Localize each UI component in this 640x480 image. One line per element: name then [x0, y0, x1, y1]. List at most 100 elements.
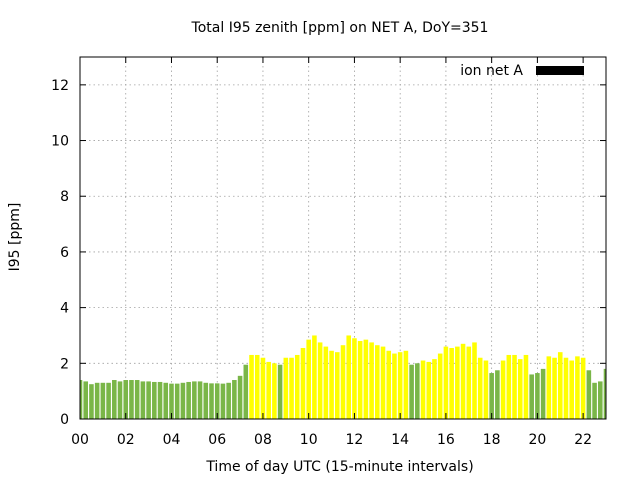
bar: [603, 368, 606, 419]
bar: [186, 381, 191, 419]
x-tick-label: 14: [391, 432, 409, 448]
bar: [552, 357, 557, 419]
bar: [237, 375, 243, 419]
y-tick-label: 4: [60, 301, 69, 317]
bar: [146, 381, 151, 419]
bar: [197, 381, 203, 419]
x-tick-label: 12: [346, 432, 364, 448]
bar: [363, 339, 369, 419]
chart-title: Total I95 zenith [ppm] on NET A, DoY=351: [191, 20, 489, 36]
bar: [123, 380, 129, 419]
bar: [455, 346, 460, 419]
bar: [346, 335, 352, 419]
bar: [117, 381, 123, 419]
bar: [334, 352, 340, 419]
bar: [380, 346, 386, 419]
bar: [415, 363, 420, 419]
bar: [357, 341, 363, 419]
bar: [169, 383, 174, 419]
bar: [426, 361, 432, 419]
bar: [352, 338, 357, 419]
bar: [580, 357, 586, 419]
bar: [569, 360, 574, 419]
bar: [386, 350, 392, 419]
bar: [243, 364, 249, 419]
bar: [340, 345, 346, 419]
bar: [597, 381, 603, 419]
x-tick-label: 02: [117, 432, 135, 448]
y-tick-label: 6: [60, 245, 69, 261]
bar: [495, 370, 500, 419]
bar: [203, 382, 209, 419]
bar: [163, 382, 169, 419]
y-tick-label: 2: [60, 356, 69, 372]
bar: [83, 381, 89, 419]
bar: [449, 347, 454, 419]
bar-series: [80, 335, 606, 419]
bar: [266, 361, 271, 419]
bar: [483, 360, 489, 419]
legend: ion net A: [460, 63, 584, 79]
bar: [409, 364, 414, 419]
bar: [375, 345, 380, 419]
x-tick-label: 00: [71, 432, 89, 448]
legend-label: ion net A: [460, 63, 523, 79]
x-tick-label: 08: [254, 432, 272, 448]
bar: [563, 357, 569, 419]
bar: [300, 347, 306, 419]
bar: [535, 373, 540, 419]
bar: [592, 382, 597, 419]
bar: [112, 380, 117, 419]
bar: [106, 382, 111, 419]
bar: [575, 356, 580, 419]
bar: [100, 382, 106, 419]
x-axis-label: Time of day UTC (15-minute intervals): [205, 459, 473, 475]
y-tick-label: 12: [51, 78, 69, 94]
bar: [260, 357, 266, 419]
bar: [89, 384, 94, 419]
bar: [174, 383, 180, 419]
x-tick-label: 18: [483, 432, 501, 448]
y-tick-label: 10: [51, 134, 69, 150]
bar: [466, 346, 472, 419]
plot-border: [79, 56, 607, 420]
bar: [512, 354, 517, 419]
bar: [489, 373, 494, 419]
bar: [289, 357, 294, 419]
bar: [277, 364, 283, 419]
bar: [432, 359, 437, 419]
bar: [152, 381, 157, 419]
bar: [329, 350, 334, 419]
bar: [517, 359, 523, 419]
bar: [323, 346, 329, 419]
bar: [140, 381, 146, 419]
y-tick-label: 8: [60, 189, 69, 205]
bar: [397, 352, 403, 419]
axes: [79, 56, 607, 420]
bar: [546, 356, 552, 419]
bar: [226, 382, 231, 419]
bar: [529, 374, 534, 419]
bar: [500, 360, 506, 419]
bar: [540, 368, 546, 419]
bar: [180, 382, 186, 419]
bar: [523, 354, 529, 419]
bar: [477, 357, 483, 419]
bar: [129, 380, 134, 419]
bar: [232, 380, 237, 419]
bar: [249, 354, 254, 419]
y-axis-label: I95 [ppm]: [7, 203, 23, 272]
bar: [134, 380, 140, 419]
bar: [369, 342, 374, 419]
legend-swatch: [536, 66, 584, 75]
bar: [192, 381, 197, 419]
bar: [506, 354, 512, 419]
bar: [94, 382, 100, 419]
bar: [317, 342, 323, 419]
x-tick-label: 04: [163, 432, 181, 448]
bar: [272, 363, 277, 419]
x-tick-label: 16: [437, 432, 455, 448]
bar: [209, 383, 214, 419]
